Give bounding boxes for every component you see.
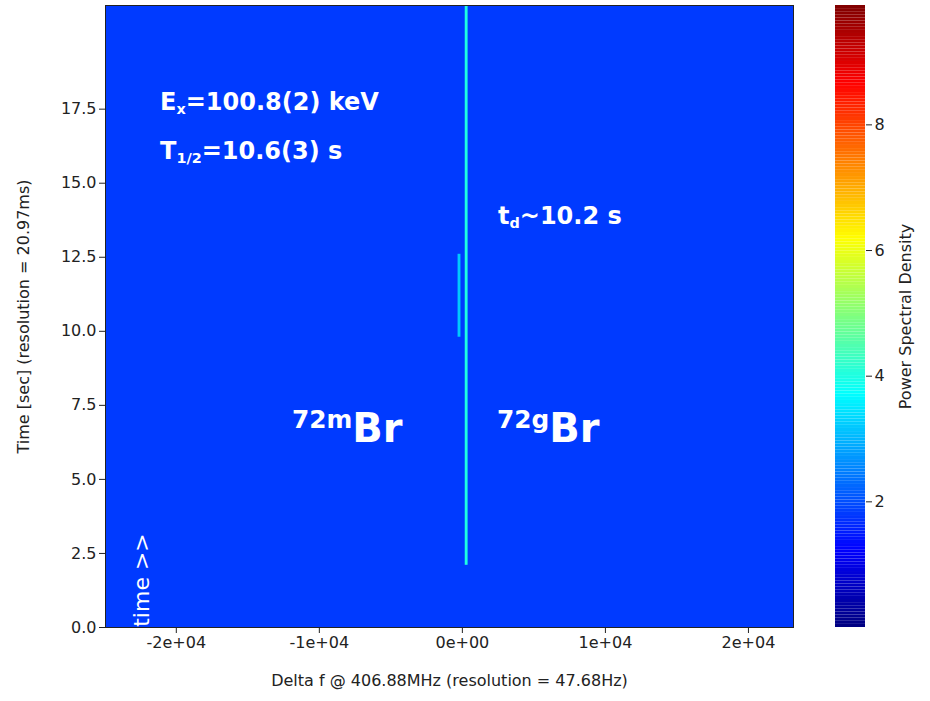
svg-text:-2e+04: -2e+04 <box>147 633 207 652</box>
svg-text:7.5: 7.5 <box>71 395 96 414</box>
svg-text:15.0: 15.0 <box>61 173 97 192</box>
svg-text:17.5: 17.5 <box>61 99 97 118</box>
svg-text:0e+00: 0e+00 <box>435 633 489 652</box>
svg-text:Power Spectral Density: Power Spectral Density <box>896 224 915 409</box>
svg-text:2.5: 2.5 <box>71 544 96 563</box>
svg-text:4: 4 <box>875 366 885 385</box>
svg-text:-1e+04: -1e+04 <box>290 633 350 652</box>
svg-text:1e+04: 1e+04 <box>579 633 633 652</box>
svg-text:5.0: 5.0 <box>71 470 96 489</box>
html-text:72mBr: 72mBr <box>292 405 403 451</box>
html-text:72gBr: 72gBr <box>497 405 600 451</box>
svg-text:Delta f @ 406.88MHz (resolutio: Delta f @ 406.88MHz (resolution = 47.68H… <box>271 671 628 690</box>
html-text:td~10.2 s: td~10.2 s <box>498 202 622 232</box>
svg-text:10.0: 10.0 <box>61 321 97 340</box>
svg-text:0.0: 0.0 <box>71 618 96 637</box>
html-text:T1/2=10.6(3) s: T1/2=10.6(3) s <box>160 137 343 167</box>
html-text:time >>: time >> <box>129 533 154 627</box>
html-text:Ex=100.8(2) keV: Ex=100.8(2) keV <box>160 88 379 118</box>
svg-text:6: 6 <box>875 241 885 260</box>
svg-text:8: 8 <box>875 115 885 134</box>
svg-text:2: 2 <box>875 492 885 511</box>
svg-text:Time [sec] (resolution = 20.97: Time [sec] (resolution = 20.97ms) <box>14 179 33 454</box>
svg-text:2e+04: 2e+04 <box>722 633 776 652</box>
svg-text:12.5: 12.5 <box>61 247 97 266</box>
